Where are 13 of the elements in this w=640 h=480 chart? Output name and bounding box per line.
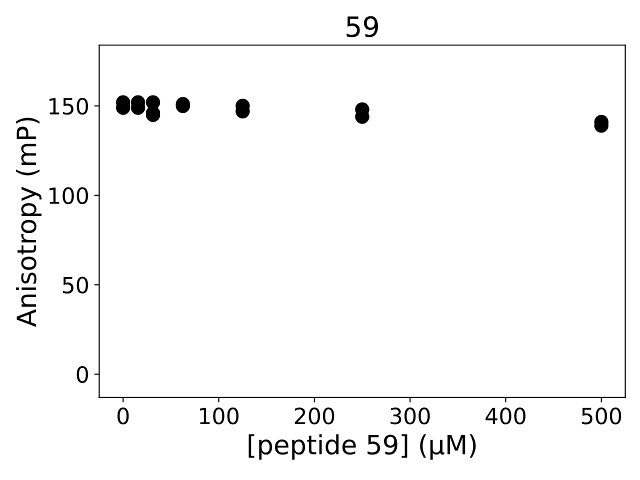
- y-tick-label: 150: [50, 98, 88, 115]
- x-tick-label: 500: [582, 408, 622, 424]
- x-tick-label: 300: [390, 408, 430, 424]
- y-axis-title: Anisotropy (mP): [16, 118, 42, 327]
- x-tick-label: 400: [486, 408, 526, 424]
- x-tick-label: 0: [118, 408, 129, 424]
- x-axis-title: [peptide 59] (μM): [248, 434, 476, 460]
- y-tick-label: 100: [50, 187, 88, 204]
- y-tick-label: 50: [62, 276, 88, 294]
- x-tick-label: 100: [200, 408, 238, 424]
- x-tick-label: 200: [294, 408, 334, 424]
- y-tick-label: 0: [76, 366, 88, 383]
- chart-title: 59: [346, 16, 378, 38]
